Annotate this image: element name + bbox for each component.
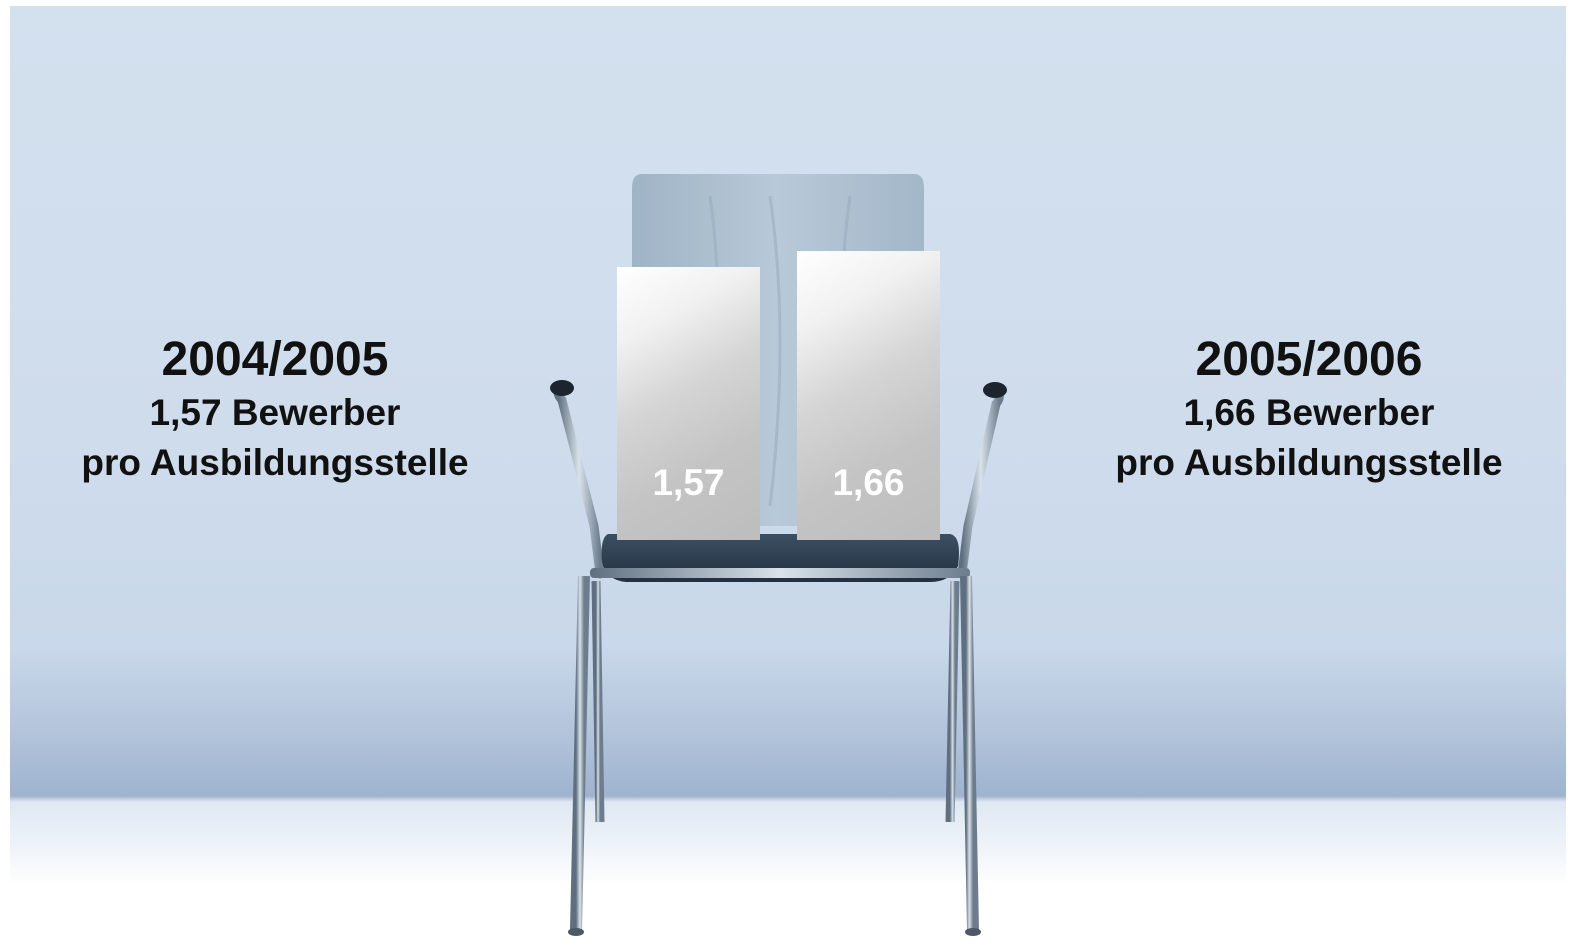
chair-leg-front-right xyxy=(960,575,979,931)
left-armrest xyxy=(553,381,605,579)
bar-value-label: 1,66 xyxy=(832,461,905,503)
left-category-label: 2004/2005 1,57 Bewerber pro Ausbildungss… xyxy=(50,332,500,488)
chair-leg-back-right xyxy=(945,580,960,823)
left-per-position: pro Ausbildungsstelle xyxy=(81,442,469,483)
right-year: 2005/2006 xyxy=(1195,333,1423,386)
bar-value-label: 1,57 xyxy=(652,462,725,503)
left-year: 2004/2005 xyxy=(161,333,389,386)
right-category-label: 2005/2006 1,66 Bewerber pro Ausbildungss… xyxy=(1084,332,1534,488)
bar-2005-2006: 1,66 xyxy=(797,251,940,540)
right-armrest xyxy=(957,383,1004,579)
right-per-position: pro Ausbildungsstelle xyxy=(1115,442,1503,483)
chair-leg-back-left xyxy=(591,580,605,823)
chart-canvas: 1,57 1,66 2004/2005 1,57 Bewerber pro Au… xyxy=(10,6,1566,940)
right-applicants: 1,66 Bewerber xyxy=(1183,392,1435,433)
bar-2004-2005: 1,57 xyxy=(617,267,760,540)
chair-leg-front-left xyxy=(570,575,590,931)
left-applicants: 1,57 Bewerber xyxy=(149,392,401,433)
